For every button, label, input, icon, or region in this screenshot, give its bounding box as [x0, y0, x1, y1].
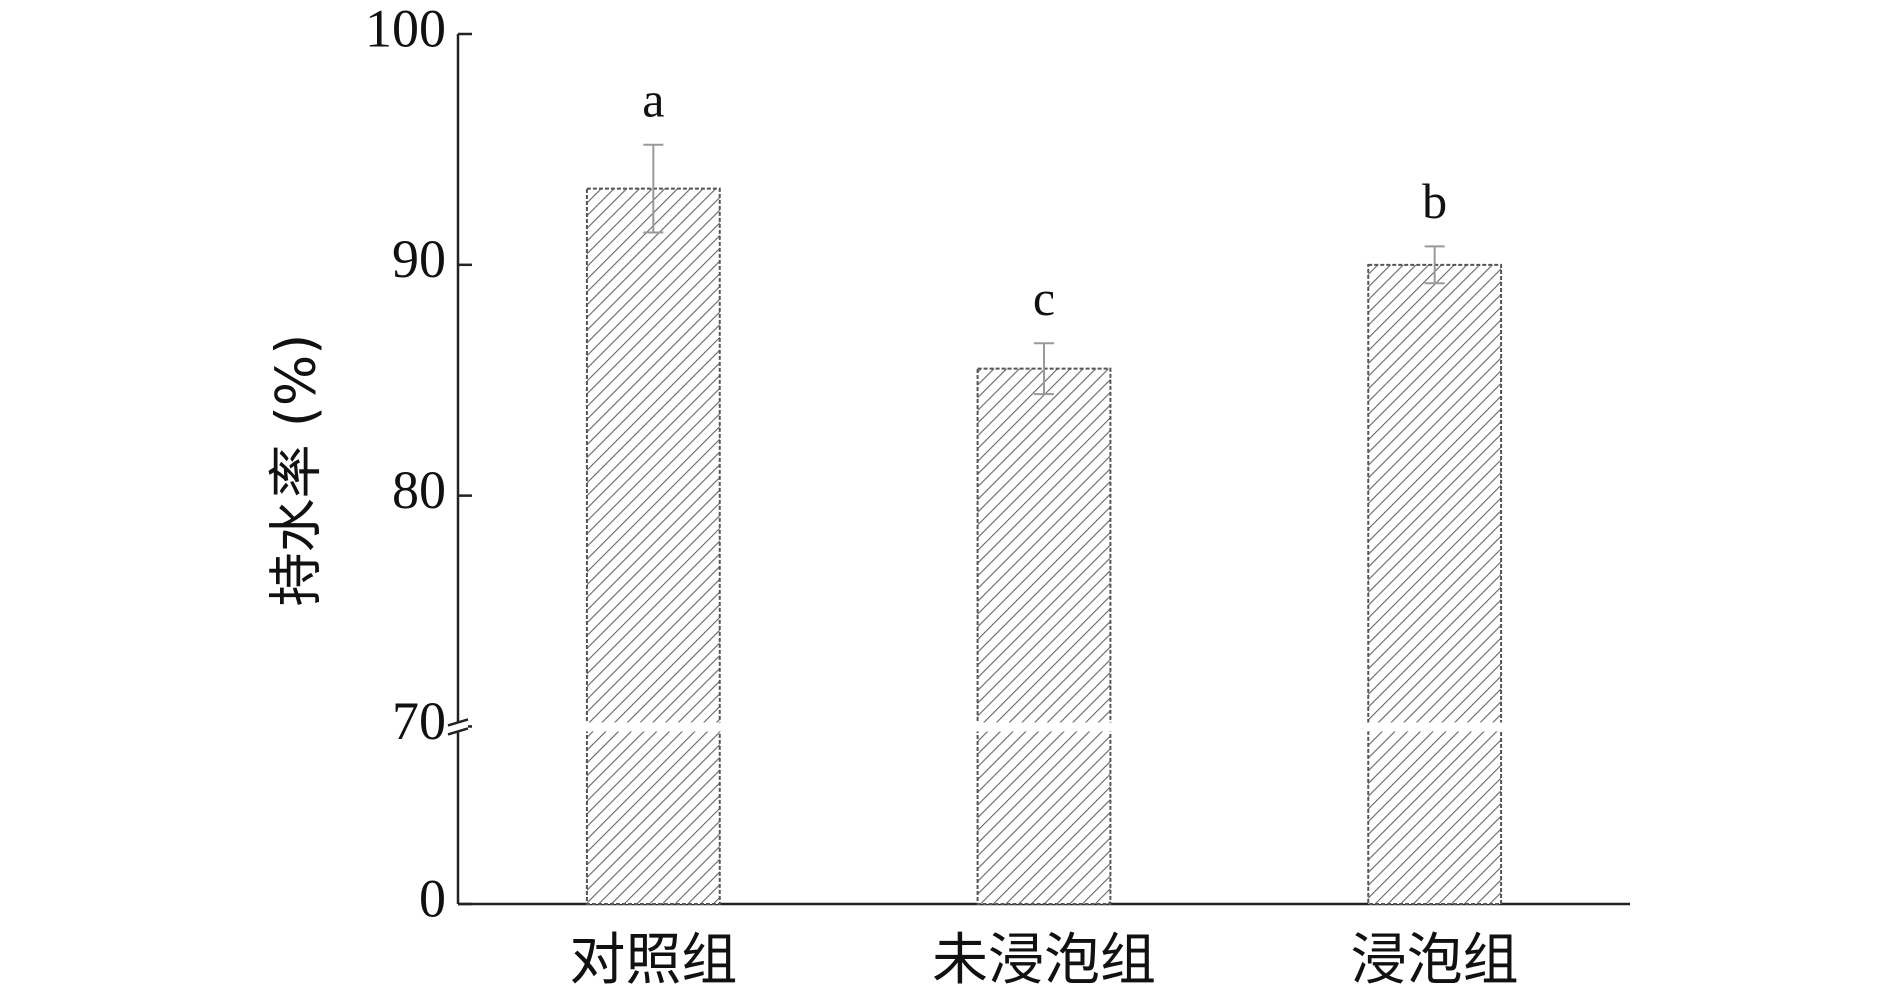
x-tick-label: 未浸泡组 [932, 928, 1156, 993]
x-tick-label: 浸泡组 [1351, 928, 1519, 993]
y-tick-label: 0 [419, 868, 446, 928]
y-axis-label: 持水率 (%) [265, 334, 328, 607]
bar [1367, 263, 1503, 905]
x-tick-label: 对照组 [569, 928, 737, 993]
y-tick-label: 90 [392, 229, 446, 289]
axis-break-mark [447, 718, 469, 727]
y-tick-label: 70 [392, 691, 446, 751]
axis-break-gap [448, 722, 468, 732]
significance-label: a [642, 71, 664, 127]
y-tick-label: 80 [392, 460, 446, 520]
axis-break-mark [447, 727, 469, 736]
break-gap [558, 722, 1630, 732]
bar [585, 187, 721, 906]
significance-label: c [1033, 270, 1055, 326]
y-tick-label: 100 [365, 0, 446, 58]
significance-label: b [1422, 173, 1447, 229]
bar [976, 367, 1112, 906]
